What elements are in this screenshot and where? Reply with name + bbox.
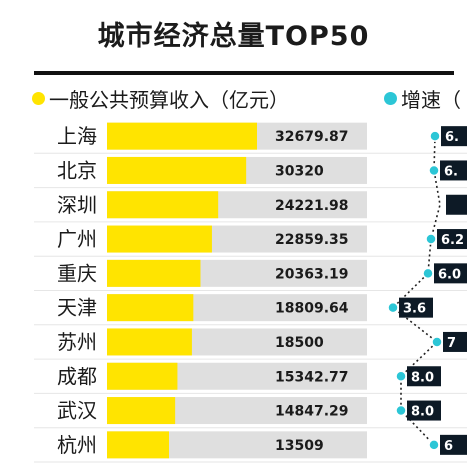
legend-revenue-dot bbox=[32, 91, 45, 105]
revenue-bar bbox=[107, 156, 247, 184]
legend-growth-label: 增速（ bbox=[401, 87, 461, 112]
value-label: 13509 bbox=[275, 438, 324, 454]
revenue-bar bbox=[107, 259, 201, 287]
city-label: 武汉 bbox=[57, 399, 97, 423]
city-label: 北京 bbox=[57, 158, 97, 182]
value-label: 18500 bbox=[275, 335, 324, 351]
revenue-bar bbox=[107, 362, 178, 390]
growth-dot bbox=[428, 439, 440, 451]
growth-dot bbox=[422, 267, 434, 280]
revenue-bar bbox=[107, 431, 170, 459]
legend-growth-dot bbox=[384, 91, 397, 105]
revenue-bar bbox=[107, 225, 212, 253]
city-label: 重庆 bbox=[57, 261, 97, 285]
growth-label: 8.0 bbox=[411, 405, 434, 420]
legend-revenue: 一般公共预算收入（亿元） bbox=[32, 85, 289, 112]
value-label: 15342.77 bbox=[275, 369, 349, 385]
revenue-bar bbox=[107, 328, 192, 356]
growth-label: 7 bbox=[447, 336, 456, 351]
city-label: 杭州 bbox=[57, 433, 97, 457]
value-label: 22859.35 bbox=[275, 232, 349, 248]
growth-label-box bbox=[434, 263, 467, 284]
growth-label: 3.6 bbox=[403, 302, 426, 317]
revenue-bar bbox=[107, 397, 176, 425]
city-label: 苏州 bbox=[57, 330, 97, 354]
growth-dot bbox=[395, 404, 407, 417]
title-underline bbox=[34, 71, 454, 75]
revenue-bar bbox=[107, 191, 219, 219]
legend-revenue-label: 一般公共预算收入（亿元） bbox=[49, 87, 289, 112]
growth-dot bbox=[429, 130, 441, 142]
legend-growth: 增速（ bbox=[384, 85, 467, 111]
value-label: 30320 bbox=[275, 163, 324, 179]
growth-label: 6.2 bbox=[441, 233, 464, 248]
revenue-bar bbox=[107, 122, 257, 150]
city-label: 深圳 bbox=[57, 193, 97, 217]
growth-label-box bbox=[399, 297, 433, 318]
value-label: 32679.87 bbox=[275, 129, 349, 145]
growth-label-box bbox=[443, 331, 467, 352]
growth-label-box bbox=[407, 400, 441, 421]
growth-dot bbox=[387, 301, 399, 314]
growth-label-box bbox=[437, 229, 467, 250]
growth-label-box bbox=[441, 126, 467, 147]
growth-label: 6. bbox=[445, 130, 459, 145]
growth-label-box bbox=[407, 366, 441, 387]
growth-label: 6 bbox=[444, 439, 453, 454]
chart-title: 城市经济总量TOP50 bbox=[97, 21, 370, 52]
value-label: 24221.98 bbox=[275, 198, 349, 214]
growth-line bbox=[391, 136, 441, 446]
growth-label: 6.0 bbox=[438, 267, 461, 282]
city-label: 广州 bbox=[57, 227, 97, 251]
growth-label: 8.0 bbox=[411, 370, 434, 385]
growth-label-box bbox=[440, 434, 467, 455]
growth-dot bbox=[428, 164, 440, 177]
city-label: 天津 bbox=[57, 296, 97, 320]
city-label: 成都 bbox=[57, 364, 97, 388]
city-label: 上海 bbox=[57, 124, 97, 148]
value-label: 18809.64 bbox=[275, 301, 349, 317]
revenue-bar bbox=[107, 294, 194, 322]
value-label: 14847.29 bbox=[275, 404, 349, 420]
growth-label-box bbox=[446, 194, 467, 215]
growth-dot bbox=[425, 233, 437, 245]
growth-label: 6. bbox=[444, 164, 458, 179]
value-label: 20363.19 bbox=[275, 266, 349, 282]
growth-label-box bbox=[440, 160, 467, 181]
growth-dot bbox=[395, 370, 407, 382]
growth-dot bbox=[431, 336, 443, 348]
